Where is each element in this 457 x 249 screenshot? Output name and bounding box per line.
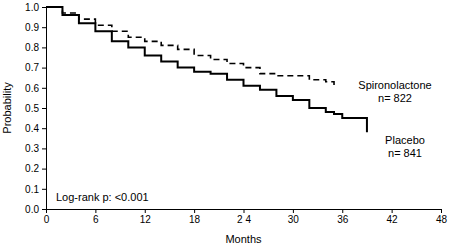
- y-tick: 0.0: [25, 204, 46, 215]
- x-tick-label: 30: [288, 214, 300, 225]
- y-axis-line: [42, 8, 47, 210]
- x-axis-line: [47, 210, 442, 214]
- x-tick: 6: [93, 209, 99, 225]
- y-tick-mark: [42, 108, 46, 109]
- x-tick: 12: [140, 209, 152, 225]
- y-axis-title: Probability: [1, 82, 13, 134]
- plot-area: 0612182 4303642480.00.10.20.30.40.50.60.…: [25, 2, 447, 225]
- y-tick: 0.6: [25, 83, 46, 94]
- x-tick-mark: [194, 209, 195, 213]
- x-tick: 2 4: [237, 209, 251, 225]
- x-tick: 42: [387, 209, 399, 225]
- x-tick-mark: [342, 209, 343, 213]
- y-tick-mark: [42, 128, 46, 129]
- x-tick-mark: [145, 209, 146, 213]
- y-tick-mark: [42, 169, 46, 170]
- y-tick-mark: [42, 148, 46, 149]
- x-tick-label: 18: [189, 214, 201, 225]
- x-tick-mark: [95, 209, 96, 213]
- x-tick-label: 48: [436, 214, 448, 225]
- y-tick-label: 0.7: [25, 62, 39, 73]
- y-tick-label: 0.4: [25, 123, 39, 134]
- x-tick: 0: [44, 209, 50, 225]
- km-curve: [46, 7, 334, 86]
- y-tick-label: 0.0: [25, 204, 39, 215]
- y-tick: 0.8: [25, 42, 46, 53]
- y-tick-label: 0.1: [25, 184, 39, 195]
- chart: 0612182 4303642480.00.10.20.30.40.50.60.…: [0, 0, 457, 249]
- x-tick-mark: [441, 209, 442, 213]
- y-tick-label: 1.0: [25, 2, 39, 13]
- y-tick-mark: [42, 68, 46, 69]
- km-curve: [46, 7, 367, 132]
- x-tick: 18: [189, 209, 201, 225]
- y-tick-label: 0.2: [25, 163, 39, 174]
- y-tick-label: 0.8: [25, 42, 39, 53]
- y-tick: 1.0: [25, 2, 46, 13]
- x-tick: 30: [288, 209, 300, 225]
- x-tick: 36: [337, 209, 349, 225]
- y-tick-label: 0.6: [25, 83, 39, 94]
- y-tick-mark: [42, 27, 46, 28]
- series-n-label: n= 841: [388, 147, 422, 159]
- y-tick-mark: [42, 47, 46, 48]
- series-label: Spironolactone: [358, 79, 431, 91]
- y-tick-label: 0.9: [25, 22, 39, 33]
- y-tick-mark: [42, 189, 46, 190]
- x-axis: 0612182 430364248: [44, 209, 448, 225]
- x-tick-mark: [293, 209, 294, 213]
- series-n-label: n= 822: [378, 92, 412, 104]
- y-tick-mark: [42, 88, 46, 89]
- annotation: Log-rank p: <0.001: [56, 191, 149, 203]
- y-tick-label: 0.5: [25, 103, 39, 114]
- y-tick: 0.7: [25, 62, 46, 73]
- x-tick-mark: [392, 209, 393, 213]
- x-tick-mark: [244, 209, 245, 213]
- x-tick-label: 12: [140, 214, 152, 225]
- y-tick: 0.4: [25, 123, 46, 134]
- series-label: Placebo: [385, 134, 425, 146]
- y-tick-mark: [42, 209, 46, 210]
- y-tick-label: 0.3: [25, 143, 39, 154]
- series-group: [46, 7, 367, 132]
- x-tick-label: 6: [93, 214, 99, 225]
- x-axis-title: Months: [225, 233, 262, 245]
- x-tick-label: 42: [387, 214, 399, 225]
- x-tick-label: 36: [337, 214, 349, 225]
- y-tick: 0.3: [25, 143, 46, 154]
- x-tick-label: 2 4: [237, 214, 251, 225]
- y-tick: 0.2: [25, 163, 46, 174]
- y-tick-mark: [42, 7, 46, 8]
- y-tick: 0.9: [25, 22, 46, 33]
- y-tick: 0.1: [25, 184, 46, 195]
- x-tick-label: 0: [44, 214, 50, 225]
- y-axis: 0.0 0.1 0.2 0.3 0.4 0.5 0.6 0.7 0.8 0.9 1.0: [25, 2, 46, 215]
- y-tick: 0.5: [25, 103, 46, 114]
- x-tick: 48: [436, 209, 448, 225]
